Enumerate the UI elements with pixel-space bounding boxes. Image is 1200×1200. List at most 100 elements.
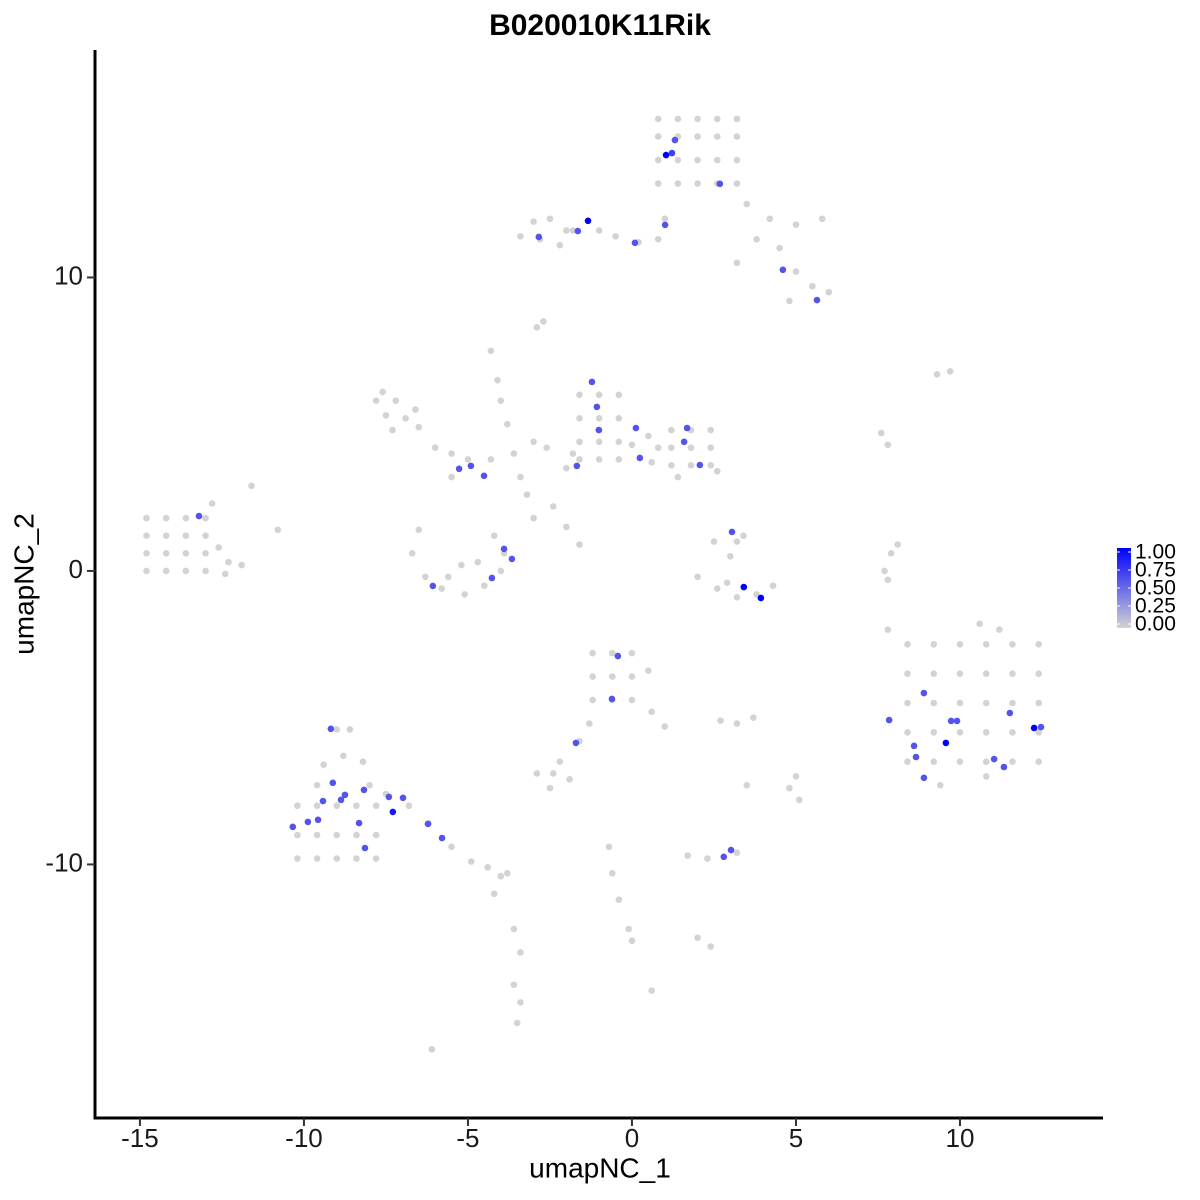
point <box>727 552 734 560</box>
point <box>720 853 728 861</box>
point <box>813 296 821 304</box>
point <box>412 406 419 413</box>
point <box>294 802 301 810</box>
point <box>484 864 491 871</box>
y-axis-label: umapNC_2 <box>8 513 39 655</box>
point <box>1009 699 1016 707</box>
point <box>563 227 570 234</box>
point <box>990 755 998 763</box>
point <box>654 156 662 164</box>
point <box>182 550 190 557</box>
point <box>956 670 964 677</box>
point <box>415 423 423 431</box>
point <box>549 770 557 777</box>
point <box>654 235 662 243</box>
point <box>628 937 636 945</box>
point <box>202 550 209 557</box>
point <box>490 532 498 540</box>
point <box>444 573 452 581</box>
point <box>543 444 550 451</box>
point <box>628 673 636 680</box>
point <box>341 791 349 799</box>
point <box>513 1019 521 1027</box>
point <box>1030 724 1038 732</box>
point <box>668 426 675 434</box>
y-tick-label: 0 <box>69 554 83 584</box>
point <box>818 215 826 223</box>
point <box>707 943 714 950</box>
point <box>510 450 518 457</box>
point <box>716 180 724 188</box>
point <box>687 461 695 469</box>
point <box>510 981 518 989</box>
point <box>792 773 800 780</box>
point <box>533 324 541 331</box>
point <box>202 532 209 540</box>
point <box>608 869 616 877</box>
point <box>540 318 547 325</box>
chart-title: B020010K11Rik <box>489 9 711 42</box>
point <box>757 594 765 602</box>
point <box>195 512 203 520</box>
point <box>674 156 682 164</box>
point <box>743 781 751 789</box>
point <box>894 541 901 548</box>
point <box>589 673 596 680</box>
point <box>333 855 341 862</box>
point <box>648 987 655 994</box>
point <box>546 784 554 792</box>
colorbar-label: 0.75 <box>1135 559 1176 582</box>
point <box>523 491 531 498</box>
point <box>360 786 368 794</box>
point <box>1009 729 1016 736</box>
point <box>625 925 632 933</box>
point <box>671 136 679 144</box>
point <box>930 641 938 648</box>
point <box>884 576 892 584</box>
point <box>956 729 964 736</box>
point <box>517 233 524 240</box>
point <box>422 573 429 581</box>
point <box>723 579 731 586</box>
point <box>615 438 623 446</box>
point <box>320 761 327 768</box>
point <box>668 461 675 469</box>
point <box>399 794 407 802</box>
point <box>202 567 209 575</box>
point <box>517 949 524 956</box>
point <box>361 844 369 852</box>
point <box>884 626 892 633</box>
point <box>696 461 704 469</box>
point <box>289 823 297 831</box>
point <box>346 726 354 733</box>
x-tick-label: -10 <box>285 1123 323 1153</box>
point <box>786 297 793 305</box>
point <box>490 890 498 898</box>
point <box>946 368 954 375</box>
point <box>631 239 639 247</box>
point <box>497 567 505 575</box>
point <box>215 544 222 551</box>
point <box>687 444 695 451</box>
x-tick-label: 5 <box>789 1123 803 1153</box>
point <box>584 217 592 225</box>
point <box>438 585 446 592</box>
point <box>694 934 701 942</box>
point <box>481 582 488 589</box>
point <box>497 397 505 405</box>
point <box>480 472 488 480</box>
point <box>713 156 721 164</box>
point <box>461 591 468 598</box>
point <box>662 151 670 159</box>
point <box>733 538 741 545</box>
point <box>982 670 990 677</box>
point <box>143 514 150 522</box>
point <box>953 717 961 725</box>
point <box>392 397 400 405</box>
point <box>1035 758 1043 766</box>
point <box>488 574 496 582</box>
point <box>595 438 603 446</box>
point <box>648 459 655 466</box>
point <box>487 347 495 355</box>
point <box>982 729 990 736</box>
